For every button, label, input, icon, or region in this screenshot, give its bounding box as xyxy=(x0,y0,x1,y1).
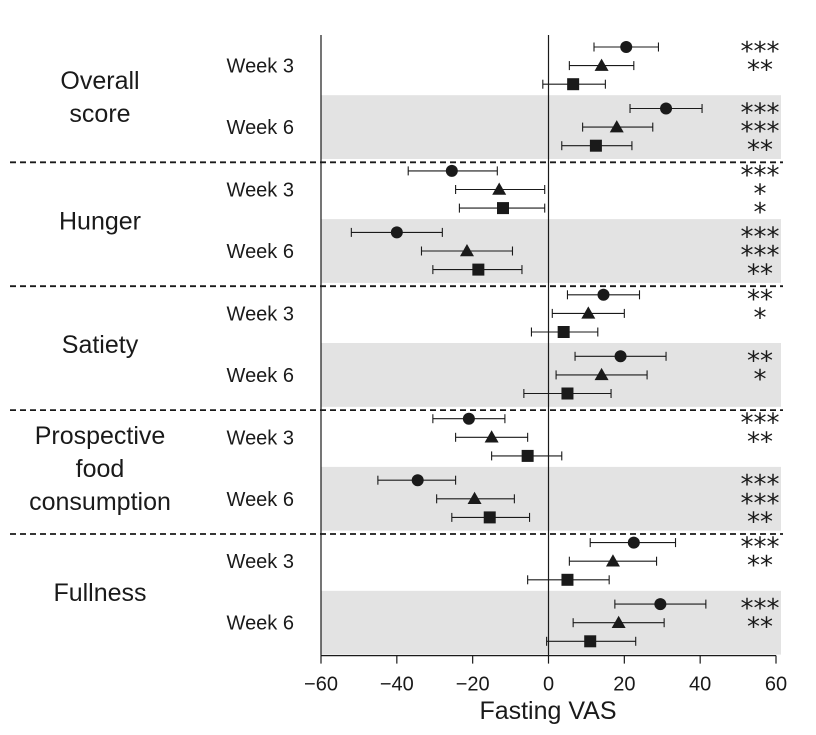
week-label: Week 3 xyxy=(227,427,294,449)
significance-stars: ** xyxy=(747,56,773,86)
significance-stars: *** xyxy=(741,594,780,624)
significance-stars: *** xyxy=(741,533,780,563)
week-label: Week 3 xyxy=(227,56,294,78)
group-label: Fullness xyxy=(53,579,146,607)
x-tick-label: 60 xyxy=(765,674,787,696)
week-label: Week 6 xyxy=(227,365,294,387)
x-tick-label: −40 xyxy=(380,674,414,696)
week-label: Week 3 xyxy=(227,303,294,325)
data-marks xyxy=(350,41,707,648)
significance-stars: *** xyxy=(741,409,780,439)
triangle-point xyxy=(484,430,499,443)
significance-stars: ** xyxy=(747,285,773,315)
x-tick-label: 20 xyxy=(613,674,635,696)
x-tick-label: 40 xyxy=(689,674,711,696)
triangle-point xyxy=(594,58,609,71)
week-label: Week 6 xyxy=(227,241,294,263)
significance-stars: * xyxy=(754,303,767,333)
x-axis-title: Fasting VAS xyxy=(479,697,616,725)
circle-point xyxy=(627,536,640,549)
circle-point xyxy=(620,41,633,53)
triangle-point xyxy=(467,491,482,505)
shaded-bands xyxy=(321,95,781,655)
significance-stars: *** xyxy=(741,222,780,252)
group-label: Hunger xyxy=(59,207,141,235)
significance-stars: *** xyxy=(741,241,780,271)
axes xyxy=(320,35,777,664)
triangle-point xyxy=(581,306,596,319)
group-label: food xyxy=(76,455,125,483)
x-tick-label: −20 xyxy=(456,674,490,696)
circle-point xyxy=(660,102,673,115)
circle-point xyxy=(411,474,424,487)
significance-stars: *** xyxy=(741,161,780,191)
circle-point xyxy=(614,350,627,363)
week-shade-band xyxy=(321,590,781,655)
circle-point xyxy=(445,164,458,177)
group-label: Overall xyxy=(60,67,139,95)
square-point xyxy=(557,326,570,338)
week-label: Week 6 xyxy=(227,613,294,635)
x-tick-label: −60 xyxy=(304,674,338,696)
square-point xyxy=(483,511,496,524)
triangle-point xyxy=(459,244,474,257)
significance-stars: *** xyxy=(741,37,780,67)
triangle-point xyxy=(605,554,620,567)
group-label: consumption xyxy=(29,488,171,516)
triangle-point xyxy=(492,182,507,195)
circle-point xyxy=(597,288,610,301)
significance-stars: * xyxy=(754,198,767,228)
significance-stars: ** xyxy=(747,427,773,457)
week-shade-band xyxy=(321,466,781,531)
square-point xyxy=(589,139,602,152)
x-tick-label: 0 xyxy=(543,674,554,696)
week-shade-band xyxy=(321,95,781,159)
significance-stars: ** xyxy=(747,346,773,376)
significance-stars: ** xyxy=(747,613,773,643)
circle-point xyxy=(390,226,403,239)
significance-stars: ** xyxy=(747,136,773,166)
triangle-point xyxy=(609,120,624,133)
week-label: Week 6 xyxy=(227,489,294,511)
week-shade-band xyxy=(321,219,781,283)
group-separators xyxy=(10,161,783,535)
group-label: score xyxy=(69,100,130,128)
circle-point xyxy=(462,412,475,425)
square-point xyxy=(497,202,509,215)
circle-point xyxy=(654,598,667,611)
group-label: Prospective xyxy=(35,422,166,450)
square-point xyxy=(521,449,534,462)
significance-stars: *** xyxy=(741,489,780,519)
week-label: Week 6 xyxy=(227,117,294,139)
triangle-point xyxy=(594,367,609,381)
significance-stars: *** xyxy=(741,117,780,147)
square-point xyxy=(472,263,485,276)
week-label: Week 3 xyxy=(227,180,294,202)
significance-stars: * xyxy=(754,180,767,210)
significance-stars: *** xyxy=(741,470,780,500)
square-point xyxy=(561,387,574,400)
square-point xyxy=(561,573,574,586)
group-label: Satiety xyxy=(62,331,139,359)
triangle-point xyxy=(611,615,626,628)
significance-stars: * xyxy=(754,365,767,395)
significance-stars: ** xyxy=(747,551,773,581)
week-shade-band xyxy=(321,343,781,407)
square-point xyxy=(584,635,597,648)
week-label: Week 3 xyxy=(227,551,294,573)
significance-stars: ** xyxy=(747,260,773,290)
significance-stars: ** xyxy=(747,507,773,537)
significance-stars: *** xyxy=(741,99,780,129)
square-point xyxy=(567,78,580,91)
labels: Week 3 *****Week 6 ********OverallscoreWee… xyxy=(29,37,787,696)
